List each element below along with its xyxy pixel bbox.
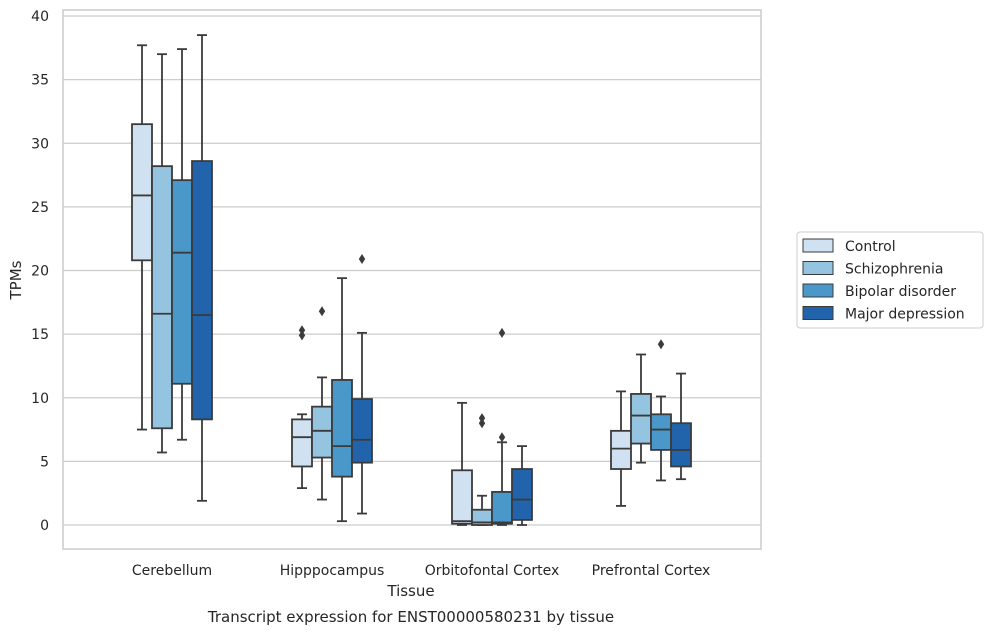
y-tick-label: 40: [31, 9, 49, 25]
x-tick-label: Prefrontal Cortex: [592, 563, 711, 579]
box-0-2: [451, 401, 473, 526]
outlier-point: [498, 432, 506, 443]
box-3-1: [351, 254, 373, 515]
x-tick-label: Cerebellum: [132, 563, 212, 579]
box-0-0: [131, 44, 153, 431]
box-2-3: [650, 339, 672, 482]
box-0-1: [291, 325, 313, 489]
y-axis-label: TPMs: [7, 260, 25, 300]
box-body: [670, 422, 692, 468]
y-tick-label: 35: [31, 73, 49, 89]
box-2-0: [171, 48, 193, 441]
box-2-2: [491, 327, 513, 526]
x-tick-label: Hipppocampus: [280, 563, 385, 579]
box-1-1: [311, 306, 333, 501]
box-1-3: [630, 353, 652, 464]
y-tick-label: 15: [31, 327, 49, 343]
box-body: [451, 469, 473, 525]
box-1-2: [471, 413, 493, 526]
outlier-point: [478, 418, 486, 429]
box-body: [191, 160, 213, 421]
y-tick-label: 30: [31, 136, 49, 152]
legend-swatch: [802, 238, 834, 253]
legend-label: Schizophrenia: [845, 262, 943, 278]
box-body: [311, 405, 333, 459]
y-tick-label: 20: [31, 264, 49, 280]
box-body: [291, 418, 313, 468]
legend-label: Major depression: [845, 307, 965, 323]
box-body: [351, 398, 373, 464]
box-3-3: [670, 372, 692, 481]
x-tick-labels: Cerebellum Hipppocampus Orbitofontal Corte…: [132, 563, 710, 579]
box-1-0: [151, 53, 173, 454]
box-body: [491, 491, 513, 525]
x-tick-label: Orbitofontal Cortex: [425, 563, 560, 579]
box-body: [131, 123, 153, 262]
outlier-point: [298, 325, 306, 336]
outlier-point: [498, 327, 506, 338]
outlier-point: [657, 339, 665, 350]
x-axis-label: Tissue: [386, 582, 434, 600]
legend-label: Bipolar disorder: [845, 284, 956, 300]
outlier-point: [298, 330, 306, 341]
box-0-3: [610, 390, 632, 507]
legend-swatch: [802, 306, 834, 320]
outlier-point: [478, 413, 486, 424]
y-tick-label: 0: [40, 518, 49, 534]
box-2-1: [331, 277, 353, 523]
box-body: [331, 379, 353, 478]
y-tick-label: 25: [31, 200, 49, 216]
box-body: [650, 413, 672, 451]
outlier-point: [358, 254, 366, 265]
legend-swatch: [802, 283, 834, 298]
box-body: [511, 468, 533, 521]
box-body: [630, 393, 652, 445]
box-plot-group: [131, 34, 692, 526]
y-tick-label: 10: [31, 391, 49, 407]
chart-title: Transcript expression for ENST0000058023…: [207, 608, 614, 626]
outlier-point: [318, 306, 326, 317]
y-tick-labels: 0 5 10 15 20 25 30 35 40: [31, 9, 49, 534]
legend: Control Schizophrenia Bipolar disorder Majo…: [796, 231, 984, 329]
box-3-2: [511, 445, 533, 526]
box-3-0: [191, 34, 213, 502]
legend-swatch: [802, 261, 834, 275]
plot-frame: [62, 9, 762, 550]
box-body: [171, 179, 193, 385]
y-tick-label: 5: [40, 454, 49, 470]
legend-frame: [796, 231, 984, 329]
box-body: [610, 429, 632, 470]
box-body: [151, 165, 173, 430]
legend-label: Control: [845, 239, 896, 255]
